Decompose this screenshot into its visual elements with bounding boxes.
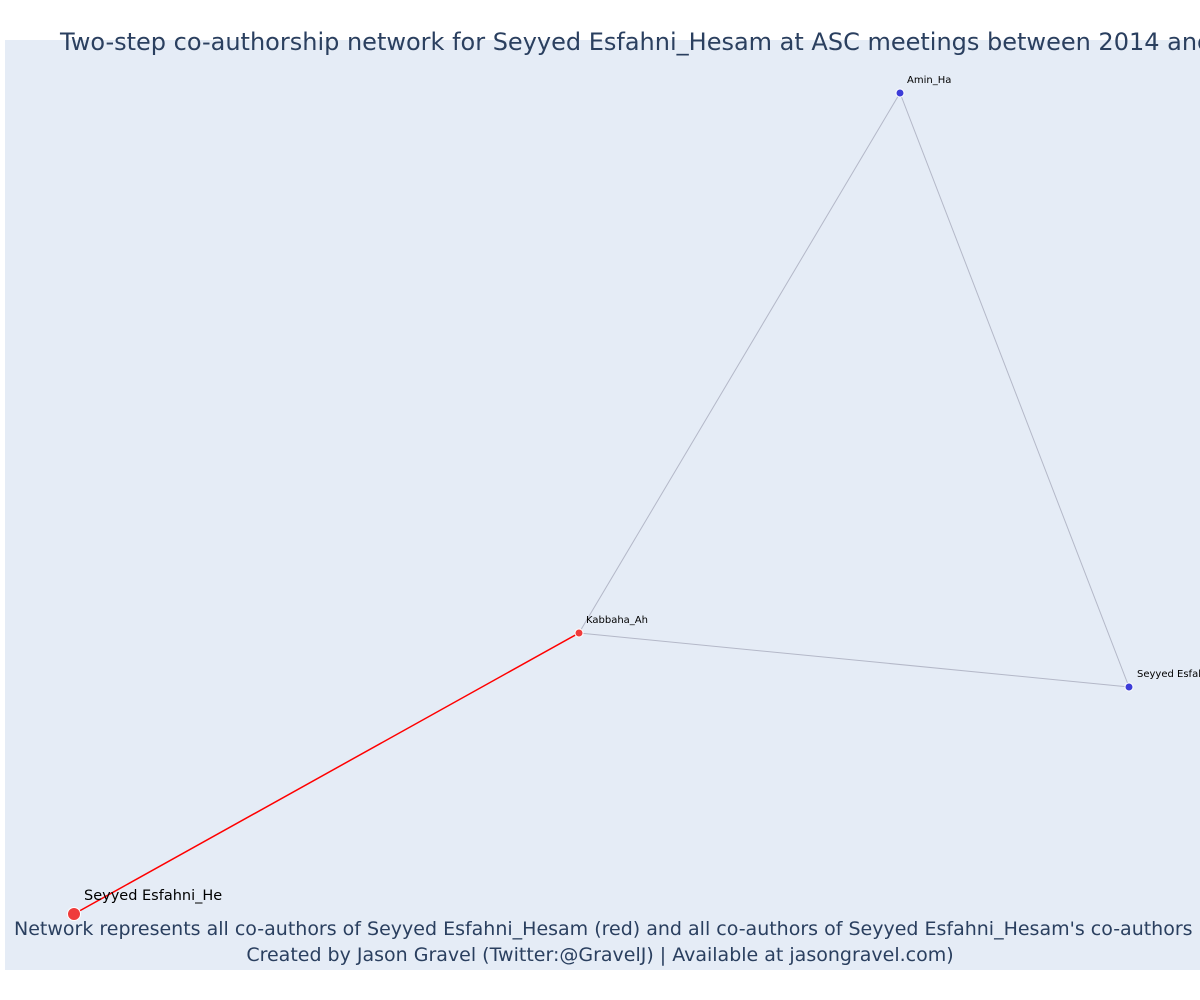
node-label-focal: Seyyed Esfahni_He — [84, 888, 222, 904]
edge-amin-seyyed2 — [899, 92, 1130, 688]
node-focal[interactable] — [67, 907, 81, 921]
plot-area — [5, 40, 1200, 970]
node-amin[interactable] — [895, 88, 905, 98]
edge-focal-kabbaha — [73, 632, 580, 915]
node-label-amin: Amin_Ha — [907, 75, 951, 86]
edge-kabbaha-amin — [578, 92, 901, 634]
edge-kabbaha-seyyed2 — [578, 632, 1130, 688]
chart-title: Two-step co-authorship network for Seyye… — [60, 28, 1200, 56]
caption-description: Network represents all co-authors of Sey… — [14, 918, 1200, 940]
node-label-kabbaha: Kabbaha_Ah — [586, 615, 648, 626]
caption-credit: Created by Jason Gravel (Twitter:@Gravel… — [246, 944, 954, 966]
node-label-seyyed2: Seyyed Esfah — [1137, 669, 1200, 680]
node-seyyed2[interactable] — [1124, 682, 1134, 692]
node-kabbaha[interactable] — [574, 628, 584, 638]
